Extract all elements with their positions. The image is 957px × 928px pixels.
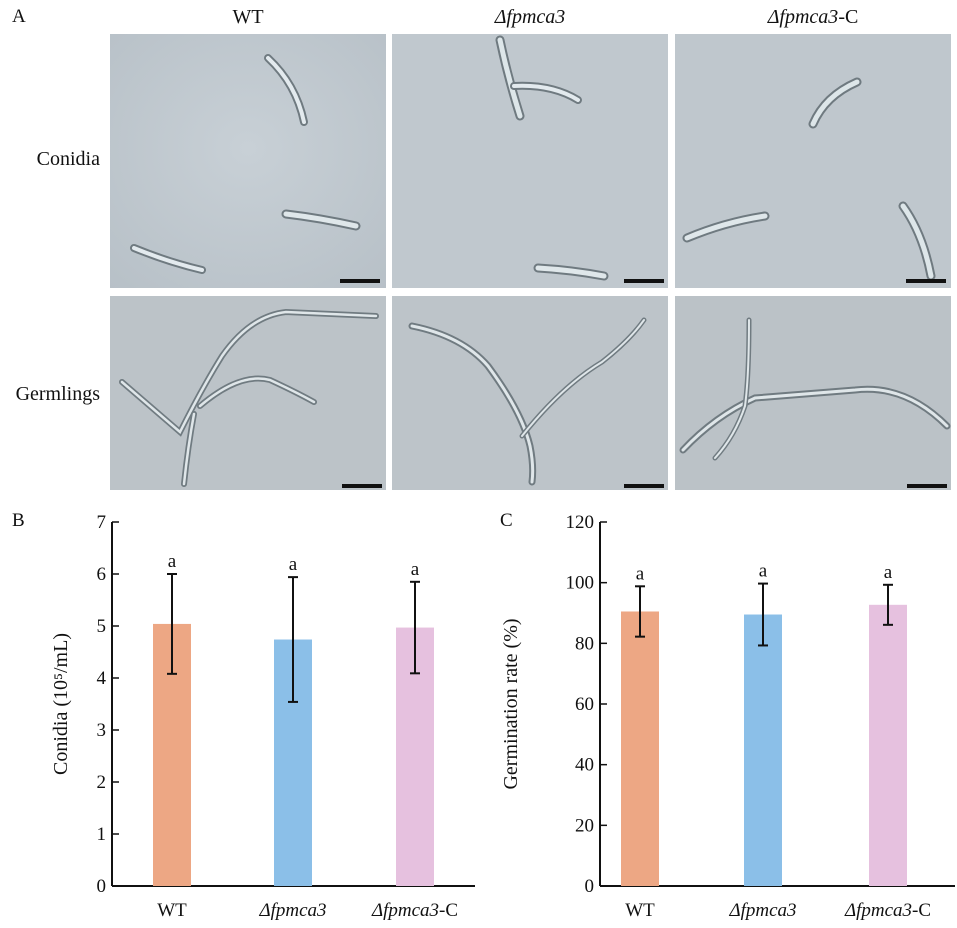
scale-bar	[624, 279, 664, 283]
column-header-complement-italic: Δfpmca3	[767, 6, 839, 28]
y-tick-label: 7	[97, 512, 107, 533]
micrograph-germlings-complement	[675, 296, 951, 490]
x-tick-label: Δfpmca3	[258, 900, 326, 921]
x-tick-label: WT	[157, 900, 187, 921]
x-tick-label: Δfpmca3	[728, 900, 796, 921]
bar	[744, 614, 782, 886]
conidia-bar-chart: 0 1 2 3 4 5 6 7 Conidia (10⁵/mL) a WT a Δfpmca3 a Δfpm…	[50, 512, 475, 921]
row-label-conidia: Conidia	[36, 148, 100, 170]
significance-label: a	[168, 551, 177, 572]
x-tick-label: WT	[625, 900, 655, 921]
y-tick-label: 120	[566, 512, 595, 533]
row-label-germlings: Germlings	[15, 383, 100, 405]
y-tick-label: 0	[97, 876, 107, 897]
y-tick-label: 0	[585, 876, 595, 897]
germination-bar-chart: 0 20 40 60 80 100 120 Germination rate (%) a WT a Δ…	[500, 512, 955, 921]
y-tick-label: 6	[97, 564, 107, 585]
significance-label: a	[759, 561, 768, 582]
micrograph-conidia-complement	[675, 34, 951, 288]
y-tick-label: 60	[575, 694, 594, 715]
bar	[869, 604, 907, 886]
scale-bar	[907, 484, 947, 488]
panel-label-a: A	[12, 6, 26, 27]
scale-bar	[624, 484, 664, 488]
significance-label: a	[636, 563, 645, 584]
panel-label-c: C	[500, 510, 513, 531]
y-axis-label: Conidia (10⁵/mL)	[50, 633, 72, 775]
micrograph-conidia-mutant	[392, 34, 668, 288]
column-header-mutant: Δfpmca3	[392, 6, 668, 29]
significance-label: a	[884, 562, 893, 583]
y-tick-label: 100	[566, 573, 595, 594]
column-header-mutant-italic: Δfpmca3	[494, 6, 566, 28]
column-header-wt-text: WT	[232, 6, 264, 28]
y-tick-label: 4	[97, 668, 107, 689]
scale-bar	[906, 279, 946, 283]
column-header-complement: Δfpmca3-C	[675, 6, 951, 29]
bar	[621, 611, 659, 886]
y-tick-label: 80	[575, 633, 594, 654]
y-tick-label: 3	[97, 720, 107, 741]
y-tick-label: 2	[97, 772, 107, 793]
panel-label-b: B	[12, 510, 25, 531]
micrograph-germlings-wt	[110, 296, 386, 490]
scale-bar	[340, 279, 380, 283]
y-tick-label: 40	[575, 755, 594, 776]
micrograph-conidia-wt	[110, 34, 386, 288]
scale-bar	[342, 484, 382, 488]
y-tick-label: 1	[97, 824, 107, 845]
x-tick-label: Δfpmca3-C	[371, 900, 458, 921]
x-tick-label: Δfpmca3-C	[844, 900, 931, 921]
significance-label: a	[411, 559, 420, 580]
significance-label: a	[289, 554, 298, 575]
micrograph-germlings-mutant	[392, 296, 668, 490]
column-header-complement-suffix: -C	[838, 6, 859, 28]
y-axis-label: Germination rate (%)	[500, 618, 522, 789]
column-header-wt: WT	[110, 6, 386, 29]
y-tick-label: 20	[575, 815, 594, 836]
y-tick-label: 5	[97, 616, 107, 637]
